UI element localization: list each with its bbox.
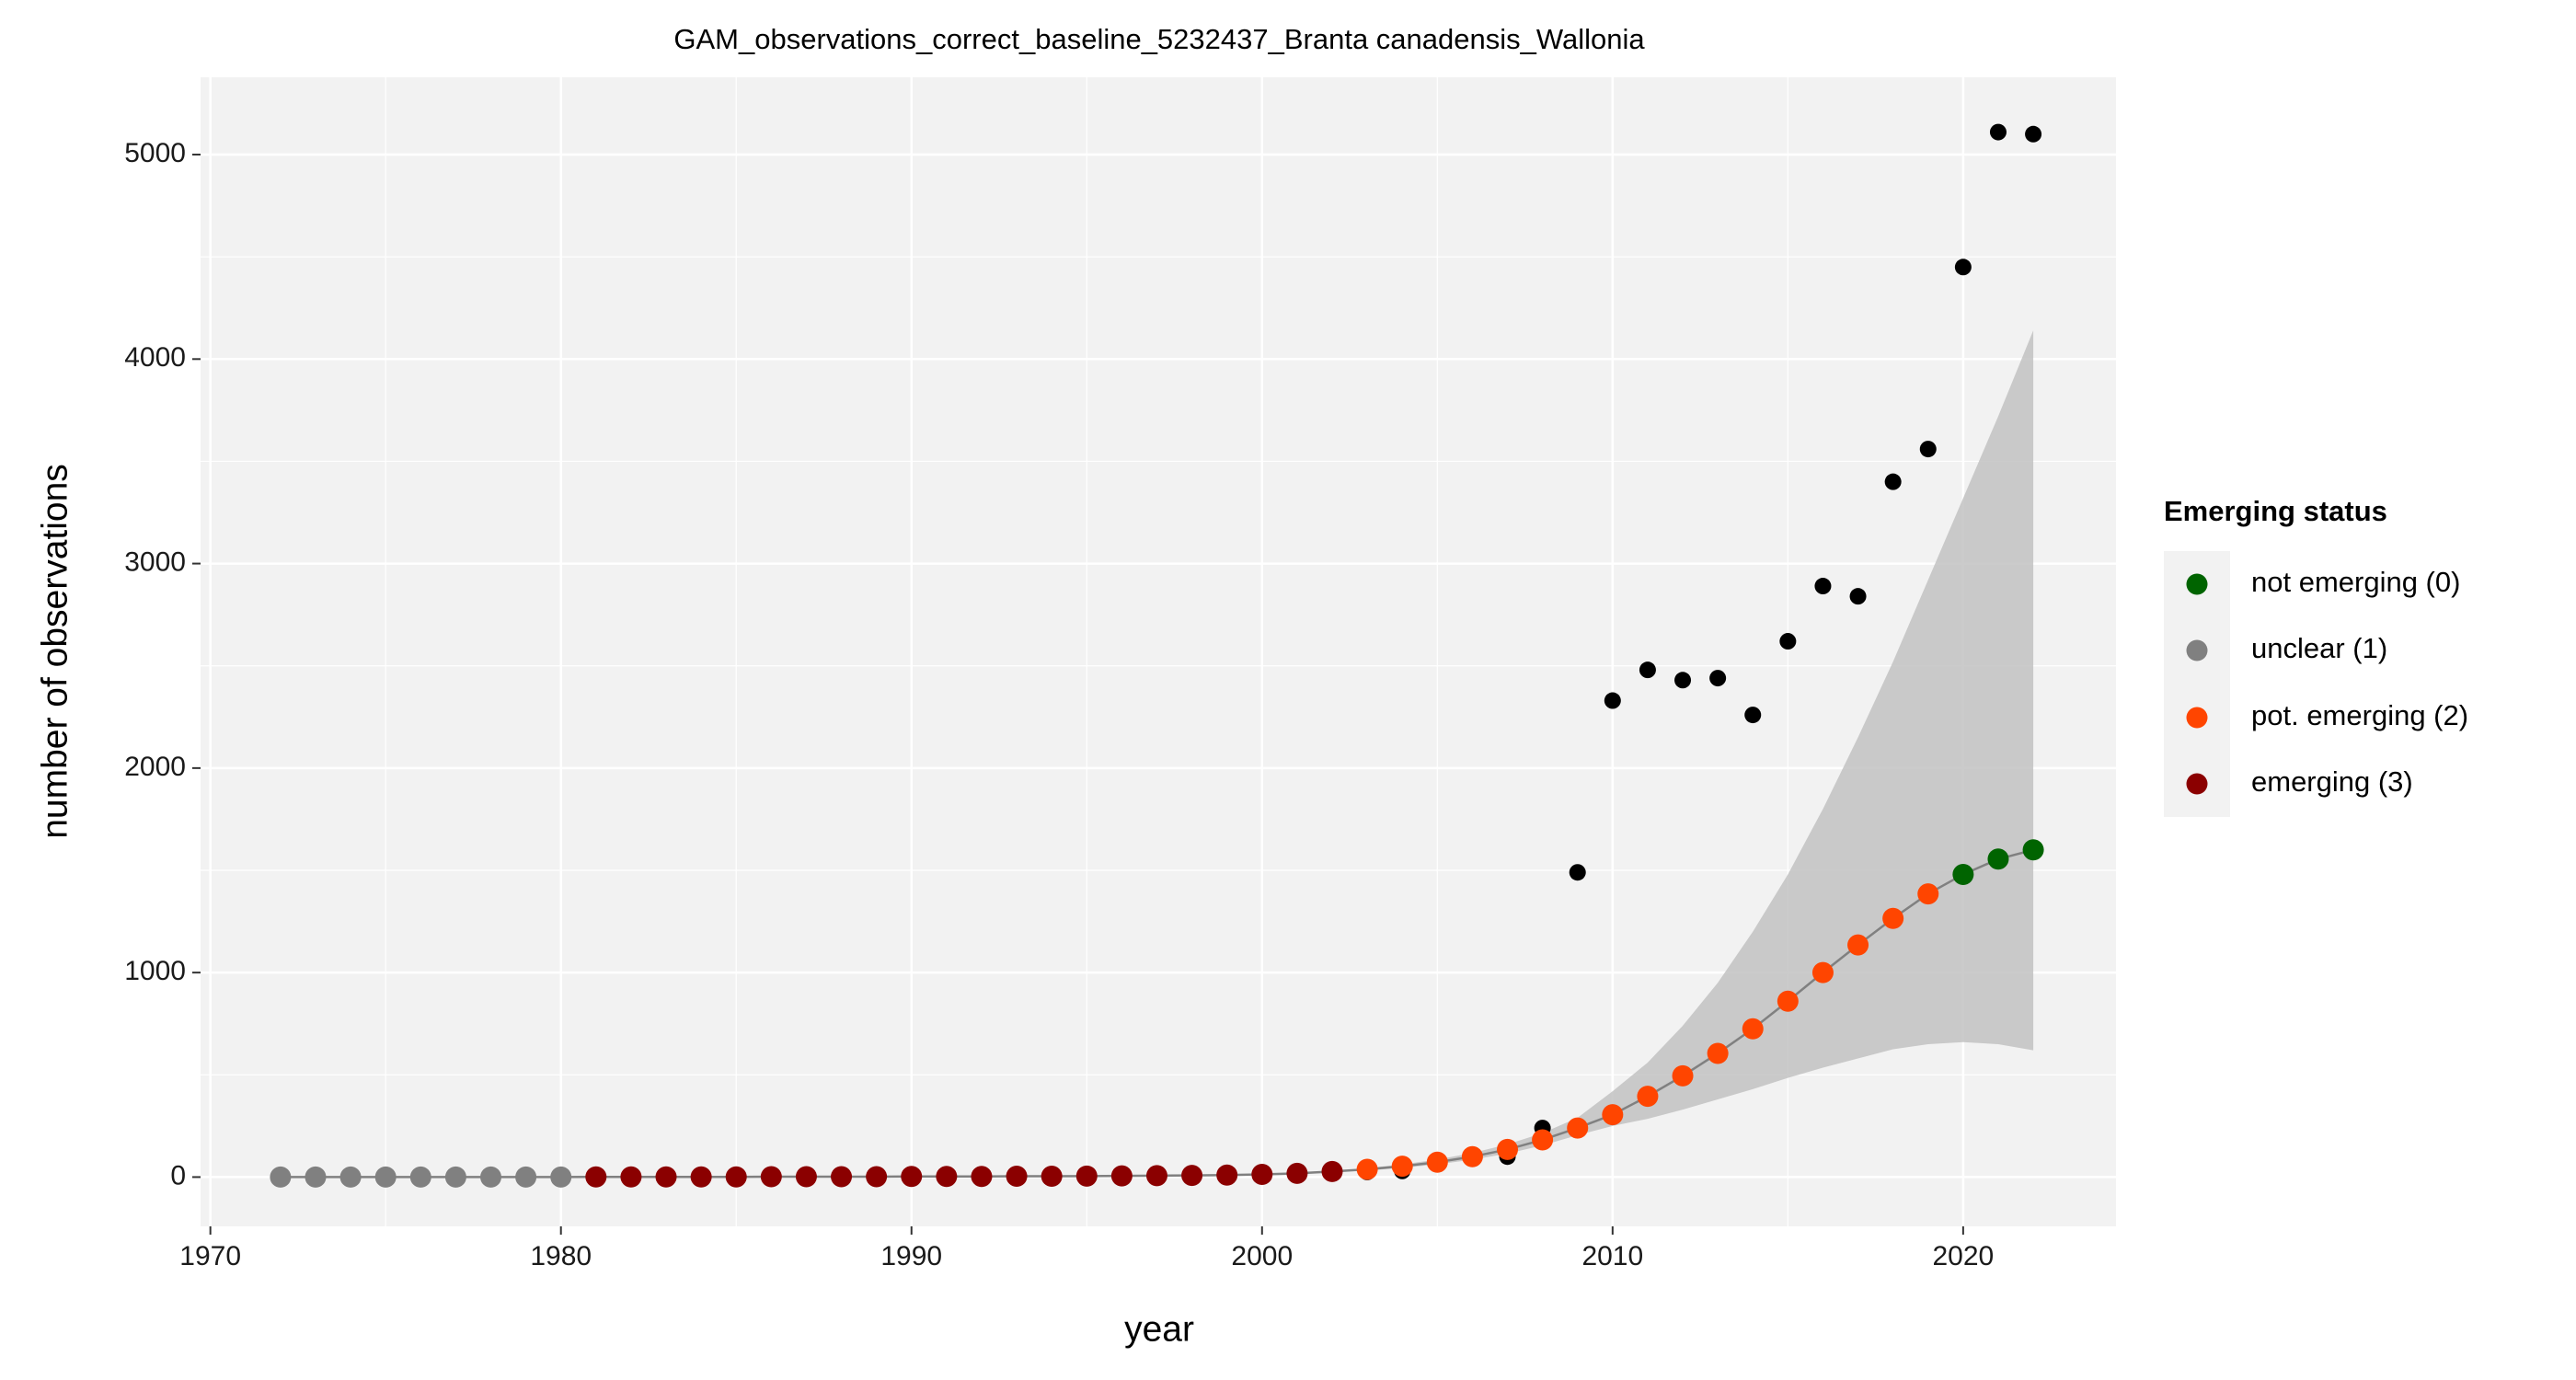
y-tick-label: 4000 xyxy=(124,342,186,373)
legend-label: unclear (1) xyxy=(2251,632,2387,664)
fit-point xyxy=(1391,1156,1413,1178)
y-axis-title: number of observations xyxy=(35,464,75,839)
fit-point xyxy=(655,1166,677,1188)
fit-point xyxy=(1882,907,1904,929)
x-axis-title: year xyxy=(1124,1309,1194,1349)
x-tick-label: 1990 xyxy=(880,1241,942,1271)
observed-point xyxy=(1604,692,1621,709)
fit-point xyxy=(1777,990,1799,1012)
fit-point xyxy=(1356,1158,1378,1180)
observed-point xyxy=(1814,578,1832,595)
observed-point xyxy=(1744,707,1762,724)
x-tick-label: 2000 xyxy=(1231,1241,1293,1271)
y-tick-label: 5000 xyxy=(124,138,186,168)
x-tick-label: 1980 xyxy=(530,1241,592,1271)
x-tick-label: 2010 xyxy=(1581,1241,1643,1271)
fit-point xyxy=(1286,1162,1308,1184)
fit-point xyxy=(690,1166,712,1188)
legend-marker xyxy=(2186,639,2208,661)
observed-point xyxy=(1709,670,1727,687)
observed-point xyxy=(1954,259,1972,276)
fit-point xyxy=(1181,1165,1203,1187)
fit-point xyxy=(725,1166,747,1188)
fit-point xyxy=(2022,839,2044,861)
fit-point xyxy=(620,1166,642,1188)
fit-point xyxy=(1426,1151,1448,1173)
marks xyxy=(270,123,2044,1188)
observed-point xyxy=(1849,588,1867,605)
legend-label: emerging (3) xyxy=(2251,765,2413,798)
legend-marker xyxy=(2186,573,2208,595)
y-tick-label: 3000 xyxy=(124,547,186,578)
fit-point xyxy=(1672,1064,1694,1087)
fit-point xyxy=(1216,1164,1238,1186)
fit-point xyxy=(1707,1042,1729,1064)
fit-point xyxy=(270,1166,292,1188)
fit-point xyxy=(409,1166,431,1188)
fit-point xyxy=(515,1166,537,1188)
observed-point xyxy=(1779,633,1797,650)
legend-marker xyxy=(2186,773,2208,795)
observed-point xyxy=(1989,123,2007,141)
fit-point xyxy=(795,1166,817,1188)
observed-point xyxy=(1884,473,1902,490)
fit-point xyxy=(866,1166,888,1188)
fit-point xyxy=(480,1166,502,1188)
fit-point xyxy=(831,1166,853,1188)
fit-point xyxy=(1532,1129,1554,1151)
fit-point xyxy=(1110,1165,1133,1187)
chart-title: GAM_observations_correct_baseline_523243… xyxy=(673,23,1645,55)
fit-point xyxy=(1006,1166,1028,1188)
fit-point xyxy=(1461,1145,1483,1167)
fit-point xyxy=(1145,1165,1167,1187)
fit-point xyxy=(1987,848,2009,870)
y-tick-label: 0 xyxy=(170,1160,186,1190)
x-tick-label: 1970 xyxy=(179,1241,241,1271)
fit-point xyxy=(1321,1160,1343,1182)
fit-point xyxy=(1602,1104,1624,1126)
fit-point xyxy=(1497,1138,1519,1160)
fit-point xyxy=(1637,1086,1659,1108)
y-tick-label: 2000 xyxy=(124,752,186,782)
fit-point xyxy=(1041,1166,1063,1188)
fit-point xyxy=(444,1166,466,1188)
fit-point xyxy=(971,1166,993,1188)
x-tick-label: 2020 xyxy=(1932,1241,1994,1271)
fit-point xyxy=(1811,961,1834,983)
legend-label: pot. emerging (2) xyxy=(2251,699,2468,731)
legend-key-background xyxy=(2164,551,2230,817)
y-tick-label: 1000 xyxy=(124,956,186,986)
fit-point xyxy=(305,1166,327,1188)
observed-point xyxy=(1569,864,1586,881)
fit-point xyxy=(901,1166,923,1188)
fit-point xyxy=(936,1166,958,1188)
fit-point xyxy=(339,1166,362,1188)
observed-point xyxy=(1919,441,1937,458)
fit-point xyxy=(374,1166,397,1188)
fit-point xyxy=(1742,1018,1764,1040)
fit-point xyxy=(1847,934,1869,956)
fit-point xyxy=(1075,1165,1098,1187)
legend-label: not emerging (0) xyxy=(2251,566,2460,598)
fit-point xyxy=(550,1166,572,1188)
legend-title: Emerging status xyxy=(2164,495,2387,527)
observed-point xyxy=(2025,125,2042,143)
legend-marker xyxy=(2186,707,2208,729)
fit-point xyxy=(760,1166,782,1188)
fit-point xyxy=(585,1166,607,1188)
fit-point xyxy=(1952,863,1974,885)
fit-point xyxy=(1567,1117,1589,1139)
fit-point xyxy=(1251,1164,1273,1186)
observed-point xyxy=(1674,672,1692,689)
observed-point xyxy=(1639,661,1656,679)
fit-point xyxy=(1917,883,1939,905)
